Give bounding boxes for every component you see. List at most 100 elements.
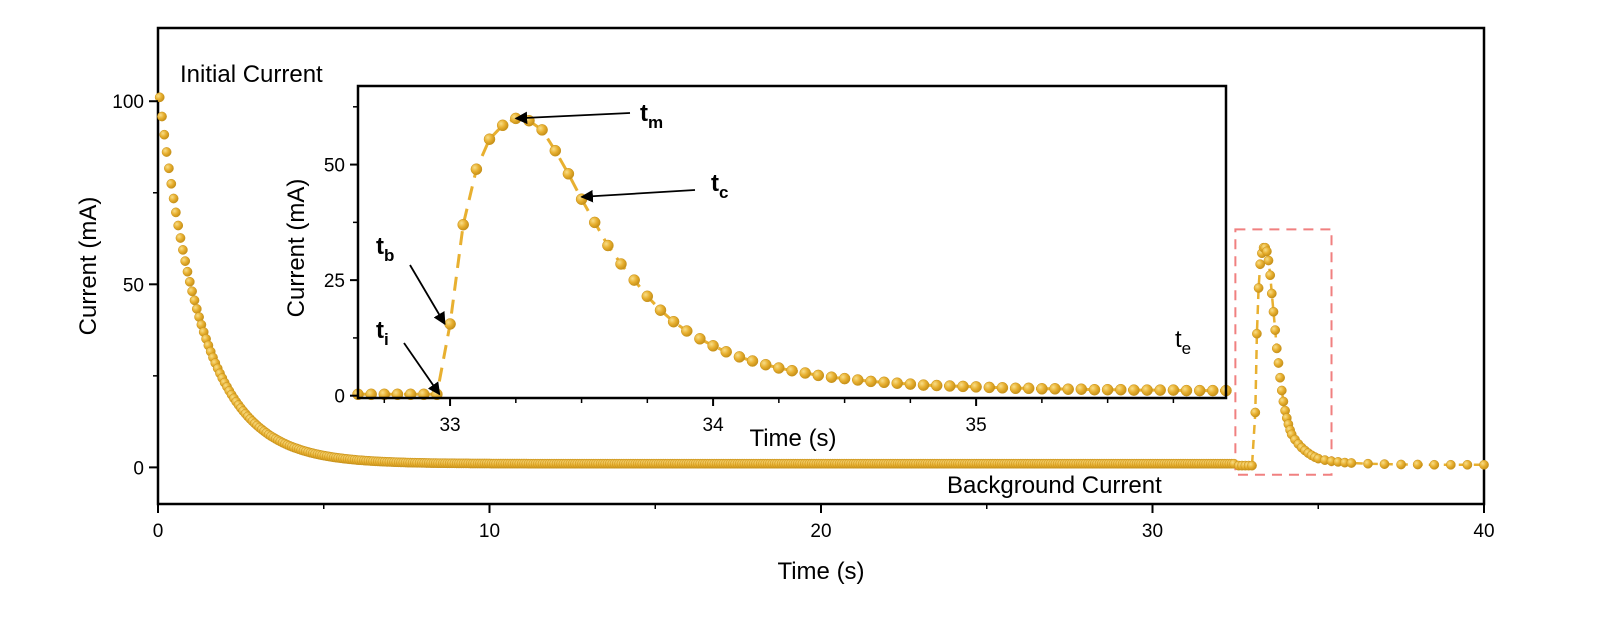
annotation-ti-base: t xyxy=(376,317,384,344)
inset-data-point xyxy=(628,274,640,286)
main-data-point xyxy=(1412,459,1423,470)
inset-data-point xyxy=(759,358,772,371)
inset-data-point xyxy=(1128,384,1140,396)
inset-data-point xyxy=(1154,384,1166,396)
main-x-tick-label: 20 xyxy=(810,521,831,542)
inset-data-point xyxy=(957,380,969,393)
main-data-point xyxy=(154,92,165,103)
inset-data-point xyxy=(1049,383,1061,395)
inset-data-point xyxy=(917,379,930,391)
inset-data-point xyxy=(1101,383,1114,396)
inset-data-point xyxy=(878,376,890,389)
inset-data-point xyxy=(852,374,864,386)
inset-plot-frame xyxy=(356,84,1228,400)
inset-data-point xyxy=(457,218,469,231)
main-data-point xyxy=(1346,458,1357,468)
main-pulse-dashed-line xyxy=(1238,246,1484,467)
main-data-point xyxy=(1479,459,1489,470)
annotation-ti-sub: i xyxy=(384,330,389,349)
inset-x-tick-label: 35 xyxy=(966,415,987,436)
annotation-tm-sub: m xyxy=(648,113,663,132)
inset-data-point xyxy=(444,318,456,330)
main-data-point xyxy=(187,286,197,297)
main-data-point xyxy=(182,266,193,277)
main-data-point xyxy=(1250,407,1261,418)
main-data-point xyxy=(161,147,172,157)
annotation-te-sub: e xyxy=(1182,339,1191,358)
inset-data-point xyxy=(786,364,798,377)
inset-data-point xyxy=(1115,383,1127,396)
main-data-point xyxy=(1445,459,1456,470)
main-data-point xyxy=(171,207,181,218)
inset-y-tick-label: 0 xyxy=(334,387,345,408)
main-data-point xyxy=(1275,372,1285,383)
inset-data-point xyxy=(983,381,996,394)
zoom-region-box xyxy=(1234,228,1333,476)
inset-data-point xyxy=(944,380,956,392)
inset-background xyxy=(358,86,1226,398)
annotation-tb-arrow xyxy=(409,264,446,326)
inset-data-point xyxy=(825,371,838,383)
main-y-tick-label: 100 xyxy=(112,92,144,113)
inset-y-tick-label: 50 xyxy=(324,156,345,177)
inset-data-point xyxy=(733,351,746,363)
main-x-tick-label: 30 xyxy=(1142,521,1163,542)
inset-data-point xyxy=(483,133,496,145)
initial-current-annotation: Initial Current xyxy=(180,61,323,88)
inset-data-point xyxy=(496,119,509,132)
main-data-point xyxy=(1363,458,1373,469)
inset-data-point xyxy=(773,362,785,374)
main-data-point xyxy=(173,220,184,231)
inset-axes-layer: 33 34 35 0 25 50 xyxy=(324,106,1175,436)
main-data-point xyxy=(1462,459,1473,470)
inset-x-tick-label: 33 xyxy=(439,415,460,436)
main-data-point xyxy=(178,245,188,255)
main-data-point xyxy=(1379,459,1390,469)
inset-data-point xyxy=(930,379,943,392)
inset-data-point xyxy=(1141,384,1153,396)
inset-data-point xyxy=(1207,384,1219,397)
main-data-point xyxy=(184,276,195,287)
annotation-tc: tc xyxy=(711,170,728,202)
main-data-point xyxy=(1273,358,1284,368)
background-current-annotation: Background Current xyxy=(947,472,1162,499)
inset-x-axis-label: Time (s) xyxy=(749,425,836,452)
main-data-point xyxy=(1270,325,1281,335)
inset-data-point xyxy=(904,378,917,390)
main-data-point xyxy=(1429,459,1440,470)
main-x-tick-label: 0 xyxy=(153,521,164,542)
inset-data-point xyxy=(667,315,680,328)
main-data-point xyxy=(1276,385,1287,396)
annotation-tb-base: t xyxy=(376,233,384,260)
inset-data-point xyxy=(865,375,877,388)
inset-data-point xyxy=(654,304,667,316)
main-data-point xyxy=(1278,396,1289,407)
inset-data-point xyxy=(641,290,654,303)
inset-data-point xyxy=(1036,383,1048,395)
annotation-tc-sub: c xyxy=(719,183,728,202)
annotation-te-base: t xyxy=(1175,326,1182,353)
inset-data-point xyxy=(588,216,601,229)
inset-data-point xyxy=(1193,384,1206,397)
main-data-point xyxy=(1252,328,1262,339)
annotation-ti: ti xyxy=(376,317,389,349)
main-data-point xyxy=(1247,460,1257,471)
inset-data-point xyxy=(536,124,548,136)
main-data-point xyxy=(180,256,191,266)
inset-data-point xyxy=(470,163,483,175)
main-data-point xyxy=(1255,259,1266,270)
inset-data-point xyxy=(1022,382,1035,395)
annotation-tb-sub: b xyxy=(384,246,394,265)
main-data-point xyxy=(159,129,170,140)
main-x-tick-label: 10 xyxy=(479,521,500,542)
inset-data-point xyxy=(615,258,627,270)
inset-data-point xyxy=(799,367,811,379)
main-data-point xyxy=(1268,306,1279,317)
inset-data-point xyxy=(720,346,732,358)
inset-data-point xyxy=(1062,383,1074,395)
inset-data-point xyxy=(694,333,706,345)
main-y-axis-label: Current (mA) xyxy=(75,197,102,336)
inset-data-point xyxy=(707,340,719,352)
main-data-point xyxy=(1266,288,1277,299)
